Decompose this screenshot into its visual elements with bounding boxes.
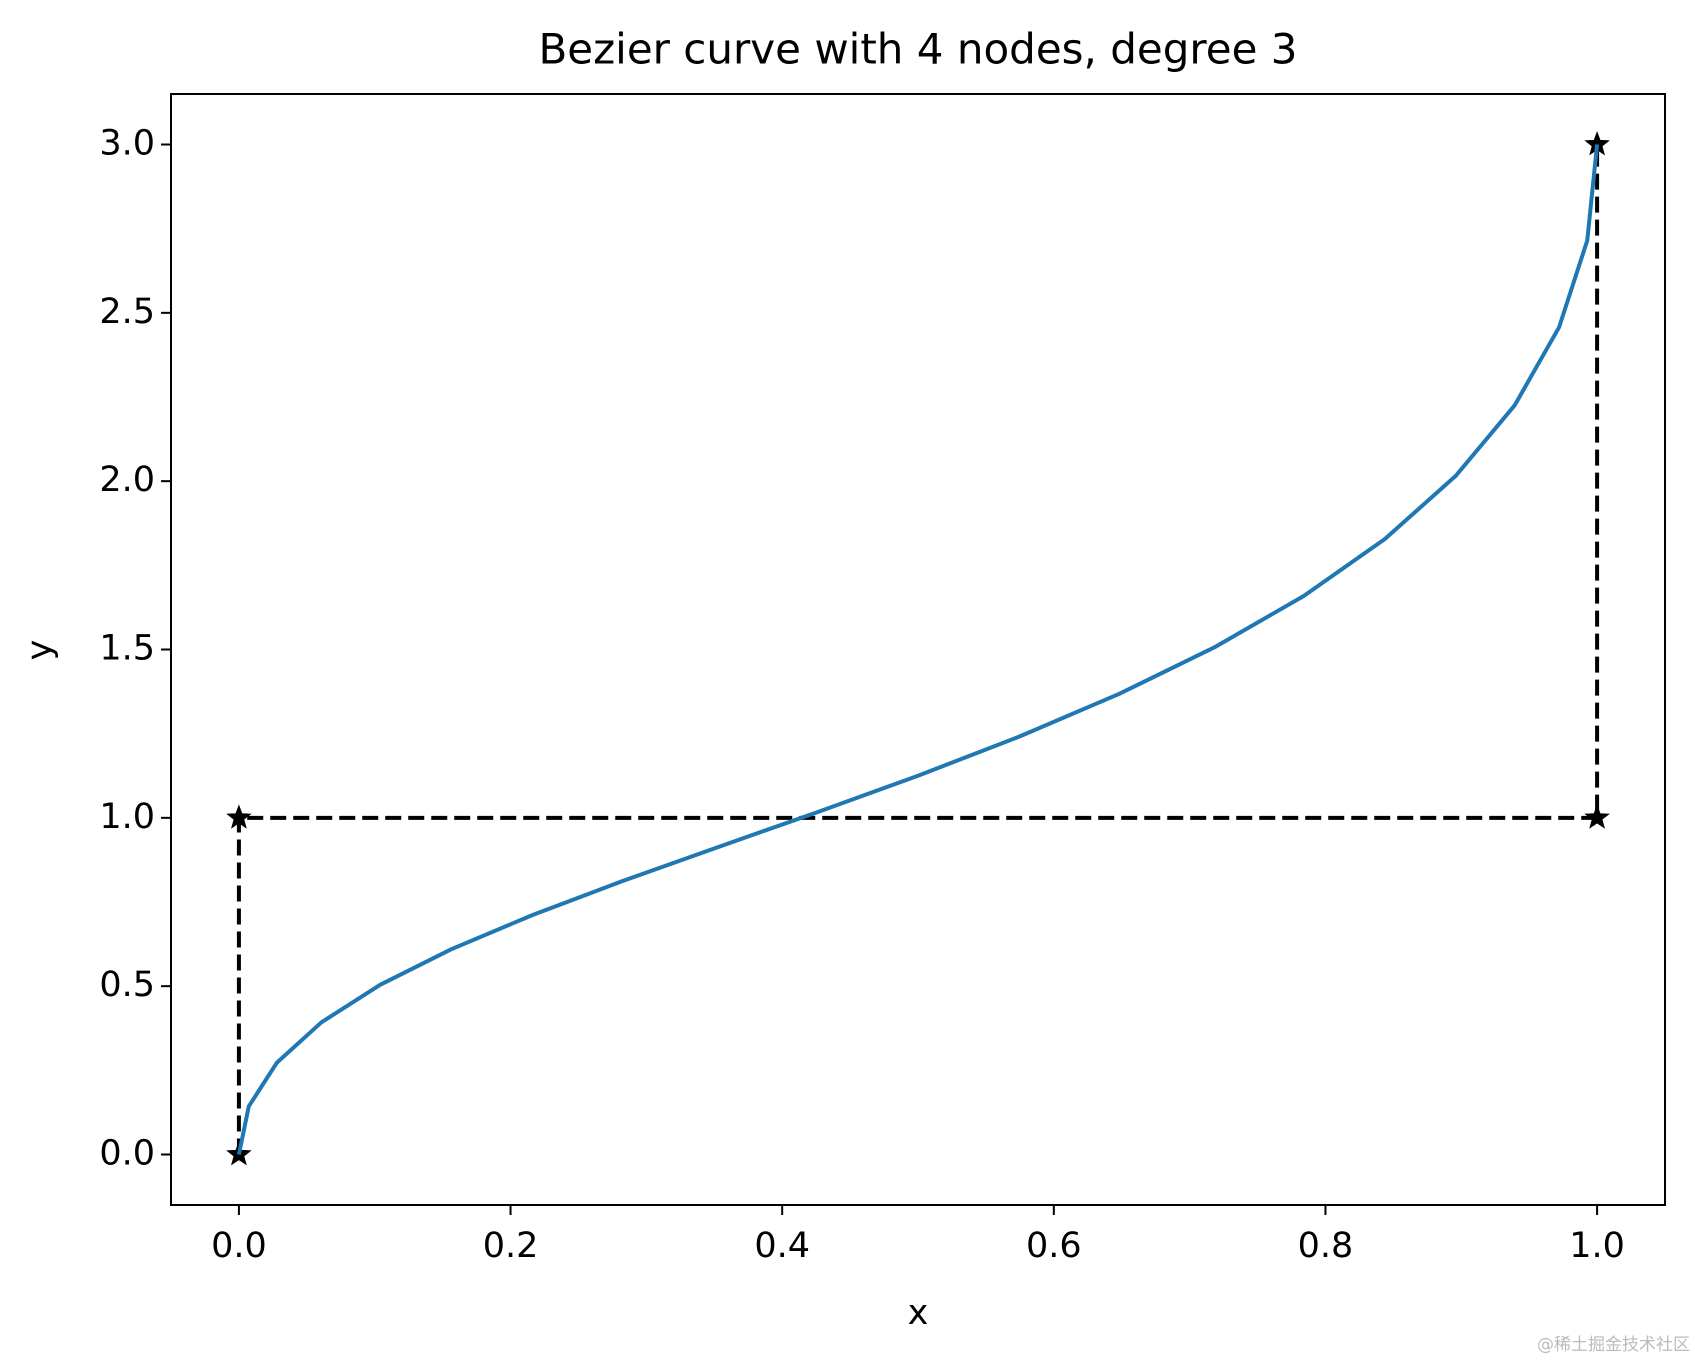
x-tick-label: 0.6 — [1026, 1226, 1082, 1266]
y-tick-label: 2.5 — [99, 292, 155, 332]
series-line — [236, 144, 1600, 1155]
y-tick-label: 0.0 — [99, 1134, 155, 1174]
node-marker — [1584, 804, 1610, 829]
y-tick-label: 1.5 — [99, 629, 155, 669]
watermark: @稀土掘金技术社区 — [1537, 1335, 1690, 1355]
y-axis-label: y — [20, 640, 60, 661]
x-axis-label: x — [908, 1293, 929, 1333]
y-tick-label: 3.0 — [99, 124, 155, 164]
y-tick-label: 2.0 — [99, 460, 155, 500]
x-tick-label: 0.0 — [211, 1226, 267, 1266]
plot-frame — [170, 93, 1666, 1206]
x-tick-label: 0.2 — [483, 1226, 539, 1266]
x-tick-label: 0.4 — [754, 1226, 810, 1266]
x-tick-label: 1.0 — [1569, 1226, 1625, 1266]
chart-title: Bezier curve with 4 nodes, degree 3 — [538, 25, 1297, 74]
node-marker — [226, 804, 252, 829]
y-tick-label: 1.0 — [99, 797, 155, 837]
y-tick-label: 0.5 — [99, 965, 155, 1005]
series-line — [236, 144, 1600, 1155]
x-tick-label: 0.8 — [1298, 1226, 1354, 1266]
